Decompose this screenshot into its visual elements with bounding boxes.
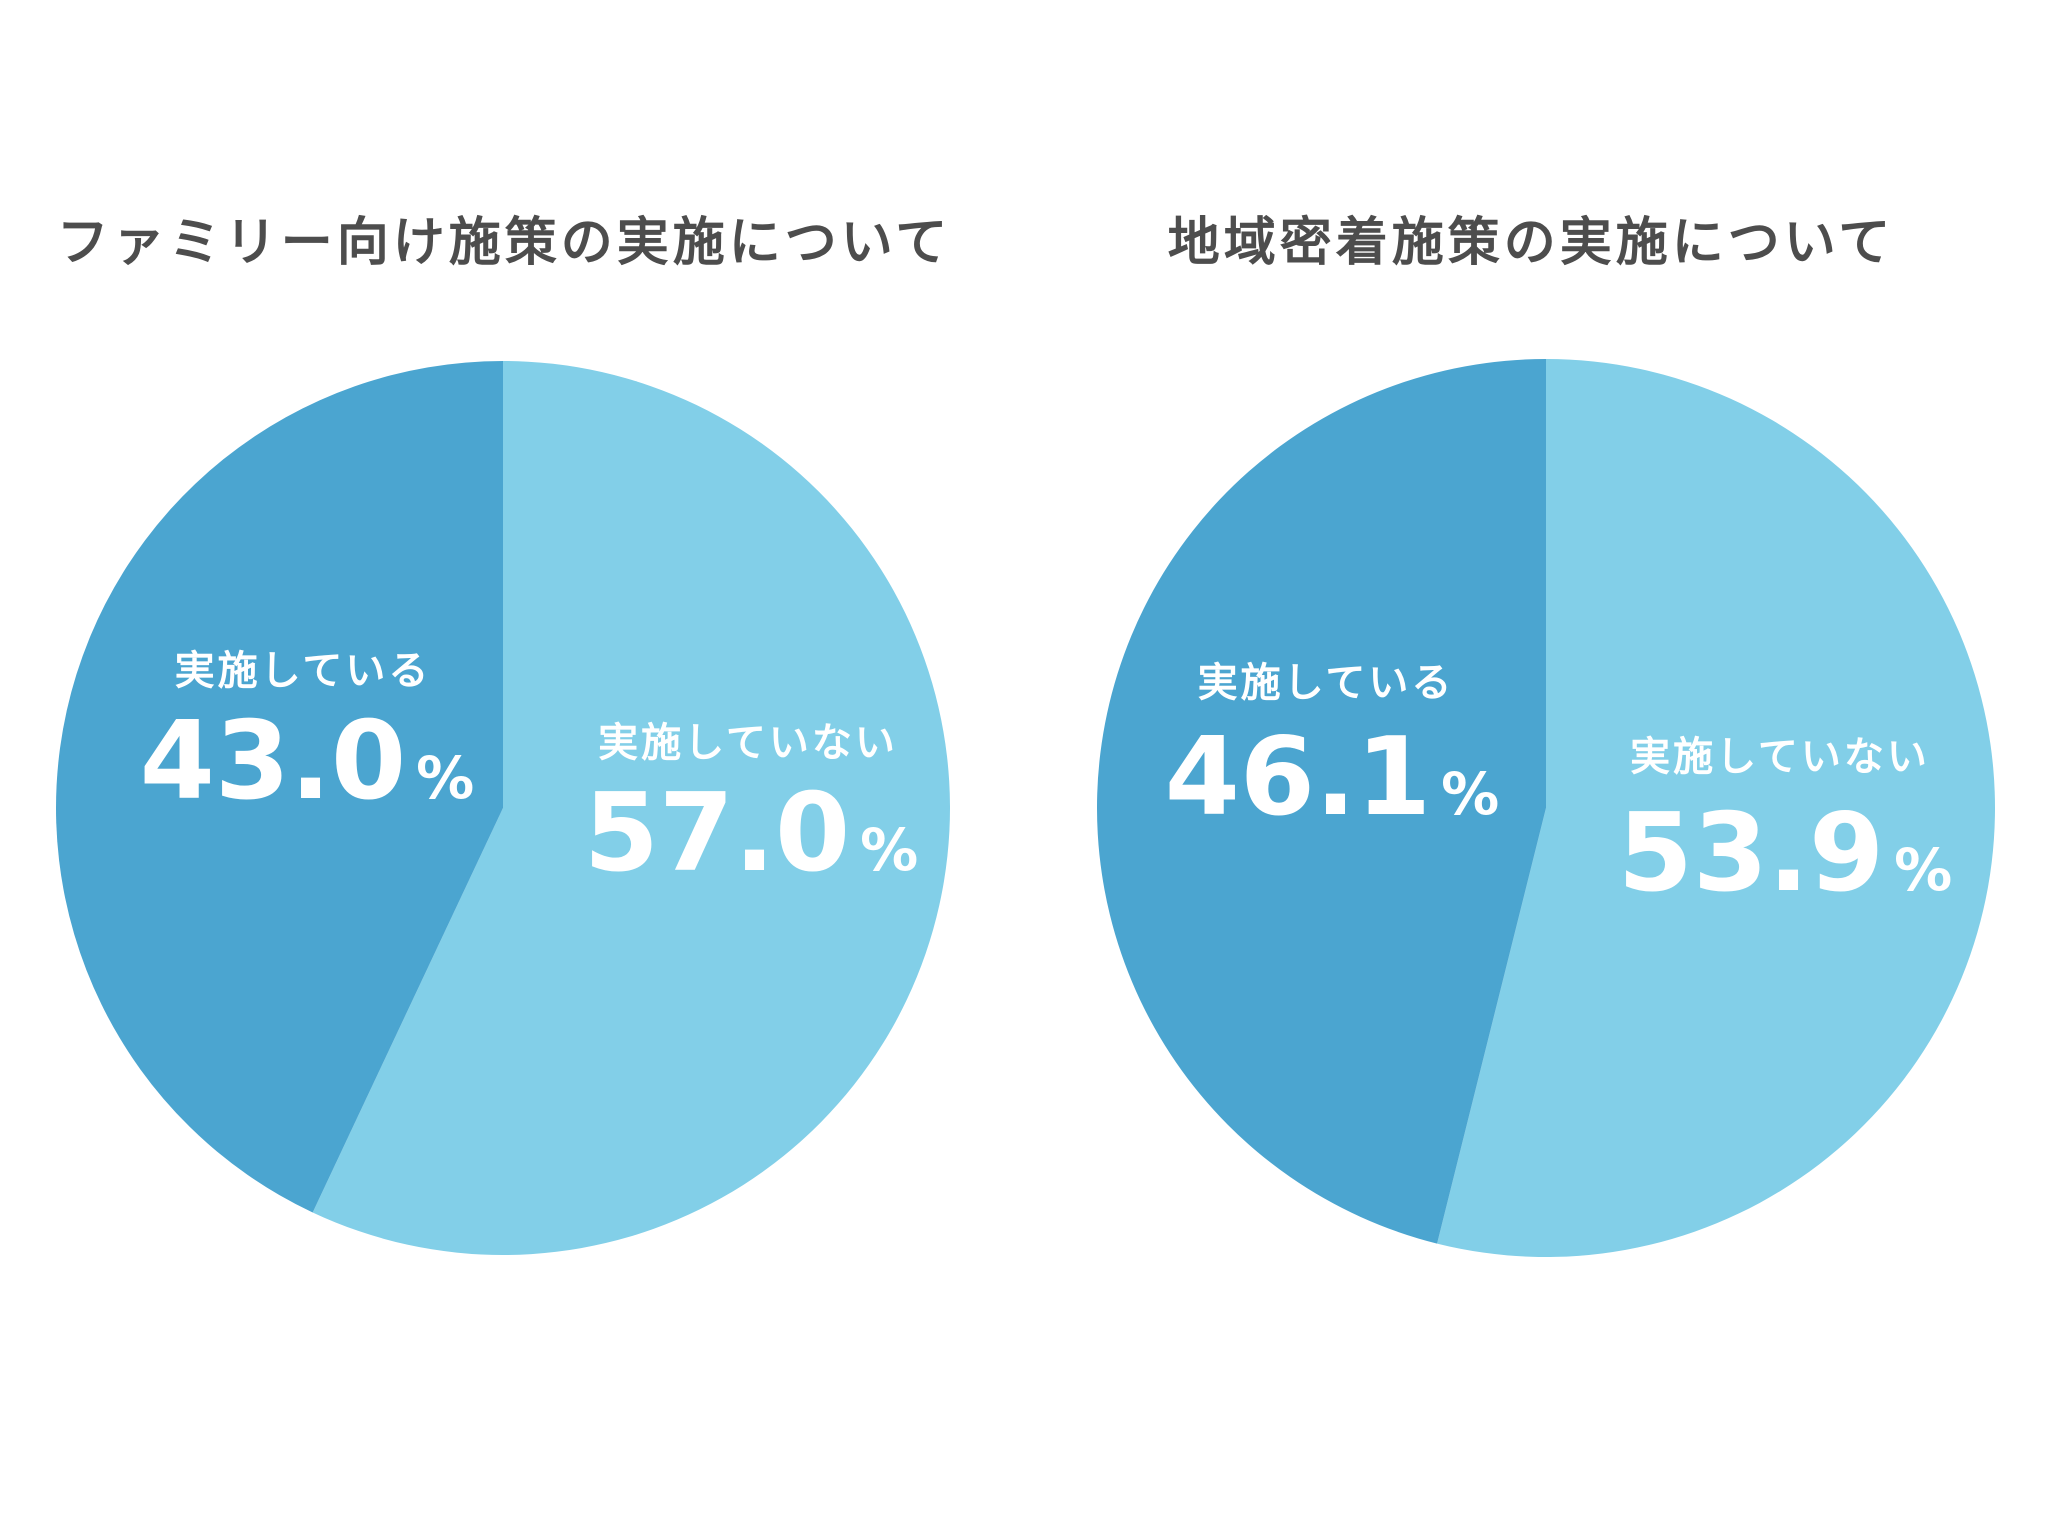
slice-value-not-implemented: 57.0%: [584, 771, 919, 896]
slice-label-not-implemented: 実施していない: [598, 720, 898, 766]
slice-value-implemented: 43.0%: [140, 699, 475, 824]
slice-label-not-implemented: 実施していない: [1630, 734, 1930, 780]
pie-chart-family: ファミリー向け施策の実施について 実施している 43.0% 実施していない 57…: [56, 213, 951, 1256]
slice-label-implemented: 実施している: [175, 648, 432, 694]
chart-title: 地域密着施策の実施について: [1168, 213, 1894, 273]
pie-slice-implemented: [1097, 359, 1546, 1244]
pie-slices: [1097, 359, 1995, 1257]
pie-slice-not-implemented: [1437, 359, 1995, 1257]
slice-label-implemented: 実施している: [1198, 660, 1455, 706]
pie-slice-implemented: [56, 361, 503, 1213]
pie-slices: [56, 361, 951, 1256]
chart-title: ファミリー向け施策の実施について: [57, 213, 951, 273]
pie-slice-not-implemented: [312, 361, 951, 1256]
slice-value-implemented: 46.1%: [1165, 715, 1500, 840]
pie-chart-community: 地域密着施策の実施について 実施している 46.1% 実施していない 53.9%: [1097, 213, 1995, 1257]
slice-value-not-implemented: 53.9%: [1618, 791, 1953, 916]
